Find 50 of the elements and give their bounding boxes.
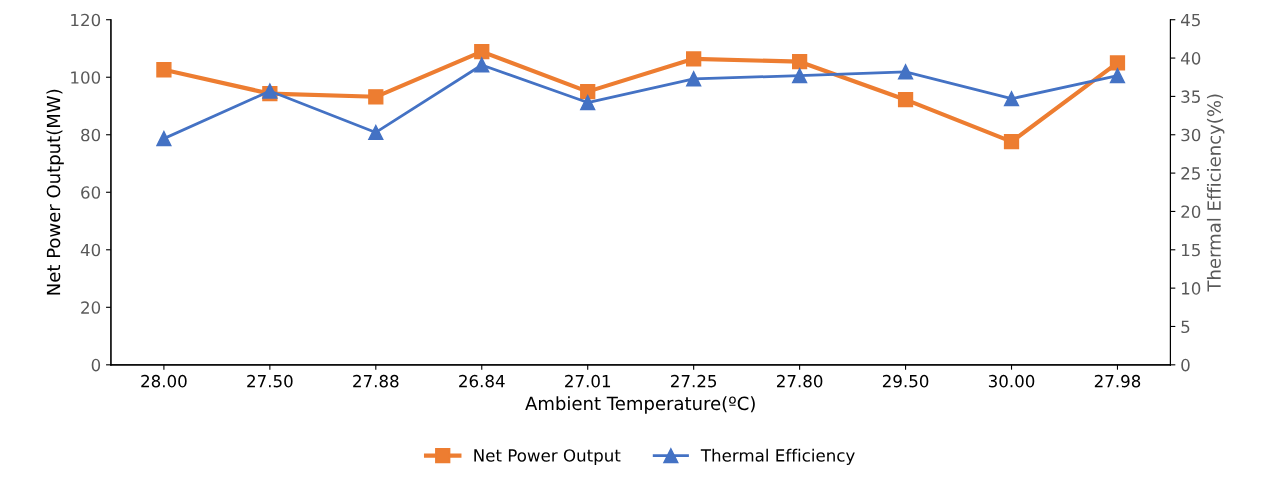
y2-tick-label: 20 [1181, 205, 1201, 219]
y-axis-title: Net Power Output(MW) [46, 89, 64, 295]
x-tick-label: 27.01 [565, 374, 611, 388]
x-tick-label: 29.50 [882, 374, 929, 388]
x-tick-label: 27.88 [353, 374, 399, 388]
x-tick-label: 26.84 [459, 374, 505, 388]
y2-tick-label: 15 [1182, 243, 1200, 257]
x-tick-label: 27.50 [247, 374, 293, 388]
x-axis-title: Ambient Temperature(ºC) [525, 396, 755, 414]
point [791, 68, 808, 84]
y2-tick-label: 35 [1181, 90, 1200, 103]
point [686, 51, 702, 67]
x-tick-label: 27.25 [671, 374, 717, 388]
y2-tick-label: 5 [1181, 320, 1190, 334]
y-tick-label: 120 [71, 13, 101, 27]
x-tick-label: 28.00 [141, 374, 187, 388]
y-tick-label: 0 [91, 358, 101, 372]
x-tick-label: 27.80 [776, 374, 823, 388]
point [474, 44, 490, 60]
point [791, 54, 808, 70]
y2-tick-label: 10 [1182, 282, 1201, 295]
point [1003, 134, 1020, 150]
point [1109, 68, 1126, 84]
point [156, 130, 172, 147]
y2-tick-label: 45 [1180, 13, 1200, 27]
point [156, 62, 172, 78]
point [686, 71, 702, 87]
y-tick-label: 80 [81, 128, 101, 142]
point [580, 83, 596, 100]
point [1003, 91, 1020, 107]
y2-tick-label: 40 [1180, 52, 1201, 65]
y-tick-label: 20 [81, 301, 101, 314]
legend-label: Thermal Efficiency [700, 448, 855, 465]
point [368, 89, 384, 105]
y-tick-label: 40 [80, 243, 101, 257]
y2-tick-label: 30 [1181, 128, 1201, 142]
legend-label: Net Power Output [474, 449, 621, 465]
y-tick-label: 100 [71, 71, 101, 84]
y2-tick-label: 25 [1181, 167, 1200, 180]
y2-axis-title: Thermal Efficiency(%) [1206, 94, 1225, 292]
point [368, 124, 384, 141]
point [897, 92, 914, 108]
point [580, 94, 596, 111]
point [1109, 55, 1126, 71]
x-tick-label: 30.00 [988, 374, 1035, 388]
point [474, 57, 490, 73]
point [897, 64, 914, 80]
y2-tick-label: 0 [1181, 358, 1190, 372]
x-tick-label: 27.98 [1094, 374, 1141, 388]
y-tick-label: 60 [81, 186, 101, 199]
